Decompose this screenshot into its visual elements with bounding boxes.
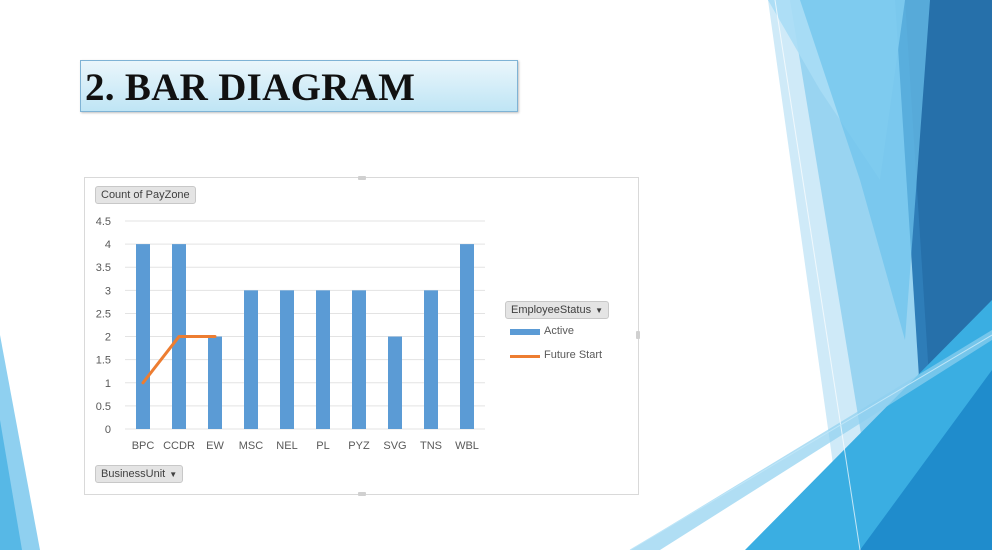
value-field-label: Count of PayZone — [101, 189, 190, 201]
chart-plot: 0 0.5 1 1.5 2 2.5 3 3.5 4 4.5 BPC CCDR EW MSC NEL PL PYZ… — [96, 216, 485, 452]
x-tick-label: PYZ — [348, 440, 370, 452]
resize-handle-top[interactable] — [358, 176, 366, 180]
legend-swatch-future-start — [510, 355, 540, 358]
x-tick-label: PL — [316, 440, 329, 452]
legend-label-future-start: Future Start — [544, 349, 603, 361]
x-tick-label: EW — [206, 440, 224, 452]
slide-title-text: 2. BAR DIAGRAM — [85, 66, 416, 109]
axis-field-filter[interactable]: BusinessUnit ▼ — [95, 465, 184, 483]
y-tick-label: 2.5 — [96, 308, 111, 320]
dropdown-arrow-icon: ▼ — [169, 470, 178, 479]
y-tick-label: 0.5 — [96, 401, 111, 413]
slide-title: 2. BAR DIAGRAM — [80, 60, 518, 112]
axis-field-label: BusinessUnit — [101, 468, 166, 480]
y-tick-label: 2 — [105, 332, 111, 344]
bar-pyz — [352, 290, 366, 429]
bar-ew — [208, 336, 222, 429]
x-tick-label: NEL — [276, 440, 297, 452]
pivot-chart[interactable]: 0 0.5 1 1.5 2 2.5 3 3.5 4 4.5 BPC CCDR EW MSC NEL PL PYZ… — [84, 176, 640, 496]
bar-svg — [388, 336, 402, 429]
bar-wbl — [460, 244, 474, 429]
x-tick-label: BPC — [132, 440, 155, 452]
x-tick-label: TNS — [420, 440, 442, 452]
bar-tns — [424, 290, 438, 429]
y-tick-label: 0 — [105, 424, 111, 436]
legend-swatch-active — [510, 329, 540, 335]
value-field-button[interactable]: Count of PayZone — [95, 186, 196, 204]
legend-item-future-start[interactable]: Future Start — [510, 349, 630, 363]
x-tick-label: WBL — [455, 440, 479, 452]
y-tick-label: 3 — [105, 285, 111, 297]
dropdown-arrow-icon: ▼ — [595, 306, 604, 315]
legend-item-active[interactable]: Active — [510, 325, 630, 339]
line-series-future-start — [141, 335, 217, 385]
y-tick-label: 4 — [105, 239, 111, 251]
resize-handle-right[interactable] — [636, 331, 640, 339]
x-tick-label: MSC — [239, 440, 264, 452]
x-tick-label: SVG — [383, 440, 406, 452]
resize-handle-bottom[interactable] — [358, 492, 366, 496]
bar-pl — [316, 290, 330, 429]
y-tick-label: 3.5 — [96, 262, 111, 274]
bar-nel — [280, 290, 294, 429]
y-tick-label: 4.5 — [96, 216, 111, 228]
legend-field-label: EmployeeStatus — [511, 304, 592, 316]
legend-label-active: Active — [544, 325, 574, 337]
y-tick-label: 1.5 — [96, 355, 111, 367]
x-tick-label: CCDR — [163, 440, 195, 452]
bar-bpc — [136, 244, 150, 429]
legend-field-filter[interactable]: EmployeeStatus ▼ — [505, 301, 610, 319]
bar-msc — [244, 290, 258, 429]
y-tick-label: 1 — [105, 378, 111, 390]
